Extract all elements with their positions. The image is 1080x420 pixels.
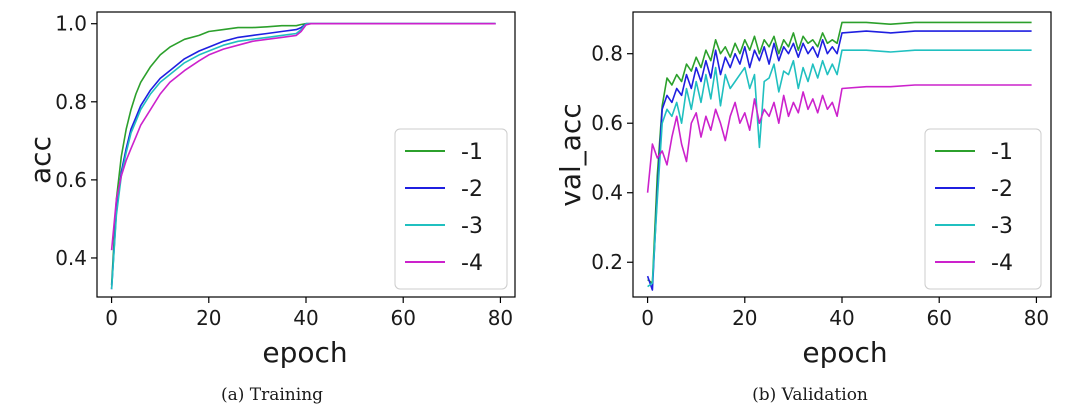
- plot-area-validation: 0 20 40 60 80 0.2 0.4 0.6 0.8 -1 -2 -3 -4: [591, 11, 1052, 330]
- x-axis-label-validation: epoch: [802, 336, 887, 369]
- y-tick-label-validation: 0.8: [591, 42, 623, 66]
- x-tick-label-validation: 40: [829, 306, 854, 330]
- x-axis-label-training: epoch: [262, 336, 347, 369]
- series-line-validation-4: [646, 84, 1032, 193]
- legend-label-validation-1: -1: [991, 140, 1013, 165]
- y-axis-label-training: acc: [24, 136, 57, 184]
- legend-label-training-2: -2: [461, 177, 483, 202]
- y-tick-label-training: 1.0: [55, 12, 87, 36]
- caption-validation: (b) Validation: [752, 385, 868, 405]
- plot-area-training: 0 20 40 60 80 0.4 0.6 0.8 1.0 -1 -2 -3 -4: [55, 11, 516, 330]
- chart-training: 0 20 40 60 800.40.60.81.0-1-2-3-4 epoch acc …: [24, 11, 516, 405]
- y-tick-label-validation: 0.2: [591, 250, 623, 274]
- x-tick-label-validation: 60: [926, 306, 951, 330]
- series-line-validation-2: [646, 30, 1032, 291]
- x-tick-label-training: 0: [105, 306, 118, 330]
- x-tick-label-validation: 20: [732, 306, 757, 330]
- y-tick-label-training: 0.4: [55, 246, 87, 270]
- legend-label-validation-4: -4: [991, 251, 1013, 276]
- y-tick-label-validation: 0.4: [591, 181, 623, 205]
- series-line-training-4: [110, 22, 496, 251]
- series-line-validation-3: [647, 49, 1032, 288]
- x-tick-label-training: 60: [390, 306, 415, 330]
- legend-label-validation-3: -3: [991, 214, 1013, 239]
- legend-label-training-4: -4: [461, 251, 483, 276]
- y-axis-label-validation: val_acc: [554, 103, 587, 206]
- chart-validation: 0 20 40 60 80 0.2 0.4 0.6 0.8 -1 -2 -3 -4 epoch val_…: [554, 11, 1052, 405]
- y-tick-label-validation: 0.6: [591, 111, 623, 135]
- x-tick-label-training: 40: [293, 306, 318, 330]
- series-line-validation-1: [647, 21, 1032, 284]
- legend-label-training-1: -1: [461, 140, 483, 165]
- legend-box-validation: [924, 128, 1042, 290]
- legend-training: -1 -2 -3 -4: [394, 128, 508, 290]
- legend-box-training: [394, 128, 508, 290]
- x-tick-label-training: 80: [488, 306, 513, 330]
- y-tick-label-training: 0.8: [55, 90, 87, 114]
- x-tick-label-validation: 0: [641, 306, 654, 330]
- x-tick-label-validation: 80: [1024, 306, 1049, 330]
- legend-label-training-3: -3: [461, 214, 483, 239]
- y-tick-label-training: 0.6: [55, 168, 87, 192]
- legend-label-validation-2: -2: [991, 177, 1013, 202]
- caption-training: (a) Training: [221, 385, 323, 405]
- x-tick-label-training: 20: [196, 306, 221, 330]
- legend-validation: -1 -2 -3 -4: [924, 128, 1042, 290]
